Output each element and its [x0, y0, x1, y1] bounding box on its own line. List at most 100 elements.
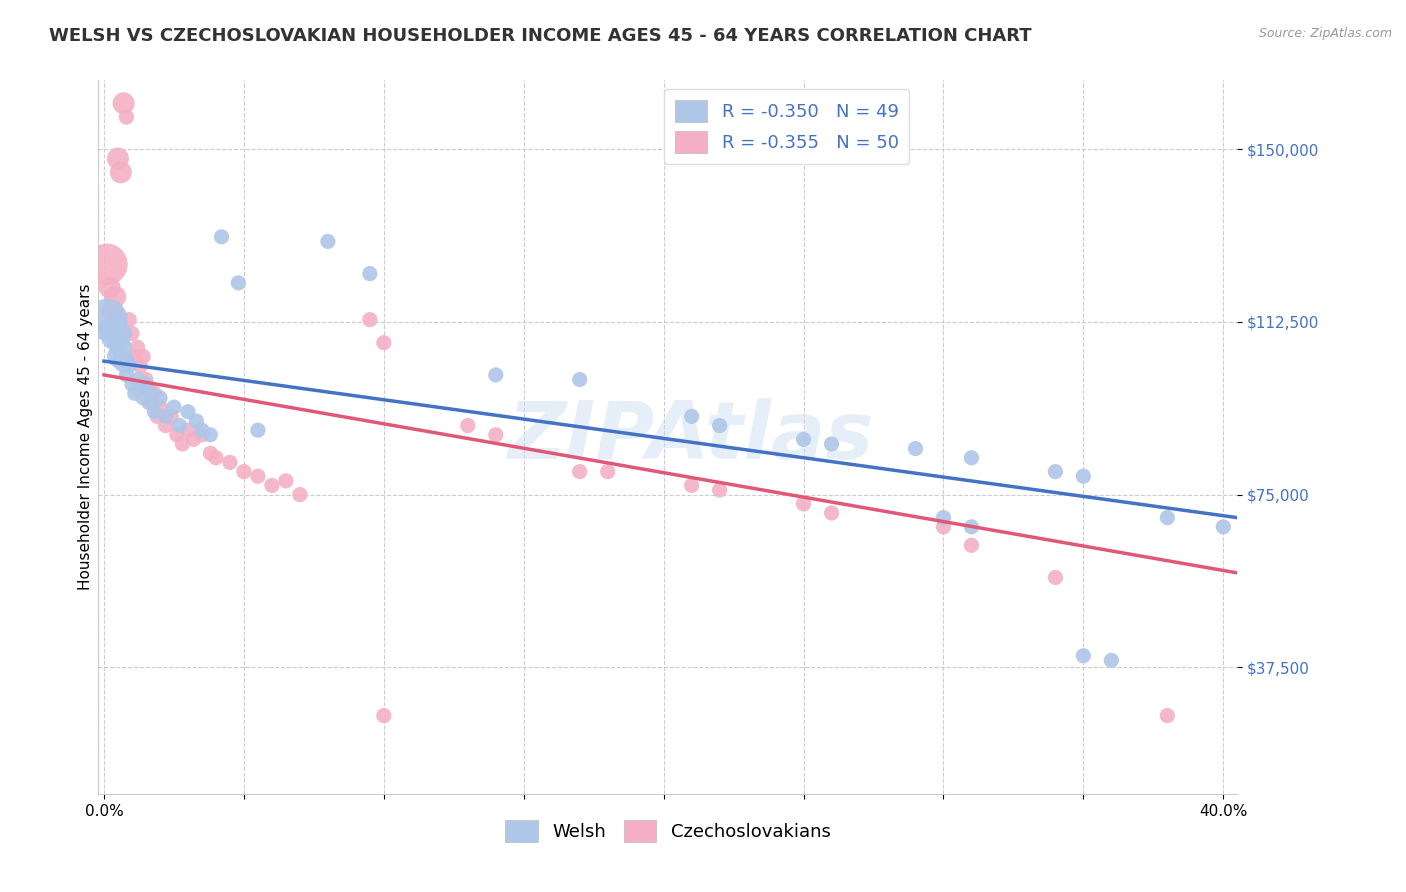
Point — [107, 152, 129, 166]
Point — [143, 405, 166, 419]
Point — [172, 437, 194, 451]
Point — [191, 423, 214, 437]
Point — [101, 331, 124, 345]
Legend: Welsh, Czechoslovakians: Welsh, Czechoslovakians — [498, 813, 838, 849]
Point — [96, 312, 118, 326]
Point — [1212, 520, 1234, 534]
Point — [359, 312, 381, 326]
Point — [1156, 510, 1178, 524]
Point — [485, 368, 508, 382]
Point — [219, 455, 242, 469]
Point — [121, 377, 143, 392]
Point — [568, 465, 591, 479]
Point — [211, 229, 233, 244]
Point — [960, 520, 983, 534]
Point — [205, 450, 228, 465]
Point — [121, 326, 143, 341]
Point — [904, 442, 927, 456]
Point — [1073, 469, 1095, 483]
Point — [141, 395, 163, 409]
Point — [373, 708, 395, 723]
Point — [191, 427, 214, 442]
Point — [960, 450, 983, 465]
Point — [820, 437, 842, 451]
Point — [228, 276, 250, 290]
Point — [1045, 465, 1067, 479]
Point — [138, 382, 160, 396]
Point — [110, 165, 132, 179]
Point — [104, 290, 127, 304]
Text: ZIPAtlas: ZIPAtlas — [508, 398, 873, 476]
Point — [118, 312, 141, 326]
Point — [681, 409, 703, 424]
Point — [163, 400, 186, 414]
Point — [155, 418, 177, 433]
Point — [127, 340, 149, 354]
Point — [709, 418, 731, 433]
Point — [1073, 648, 1095, 663]
Point — [138, 395, 160, 409]
Point — [124, 350, 146, 364]
Point — [155, 409, 177, 424]
Y-axis label: Householder Income Ages 45 - 64 years: Householder Income Ages 45 - 64 years — [77, 284, 93, 591]
Point — [316, 235, 339, 249]
Point — [246, 423, 269, 437]
Point — [246, 469, 269, 483]
Point — [115, 110, 138, 124]
Point — [183, 433, 205, 447]
Point — [127, 372, 149, 386]
Point — [143, 386, 166, 401]
Point — [101, 303, 124, 318]
Point — [135, 377, 157, 392]
Point — [793, 497, 815, 511]
Text: Source: ZipAtlas.com: Source: ZipAtlas.com — [1258, 27, 1392, 40]
Point — [359, 267, 381, 281]
Point — [232, 465, 254, 479]
Point — [107, 335, 129, 350]
Point — [274, 474, 297, 488]
Point — [112, 354, 135, 368]
Point — [129, 382, 152, 396]
Point — [260, 478, 283, 492]
Point — [709, 483, 731, 497]
Point — [1156, 708, 1178, 723]
Point — [169, 418, 191, 433]
Point — [373, 335, 395, 350]
Point — [146, 409, 169, 424]
Point — [132, 350, 155, 364]
Point — [186, 414, 208, 428]
Point — [596, 465, 619, 479]
Point — [820, 506, 842, 520]
Point — [135, 372, 157, 386]
Point — [568, 372, 591, 386]
Point — [98, 280, 121, 294]
Point — [1045, 570, 1067, 584]
Point — [112, 96, 135, 111]
Point — [177, 405, 200, 419]
Point — [288, 488, 311, 502]
Point — [793, 433, 815, 447]
Point — [115, 368, 138, 382]
Point — [107, 350, 129, 364]
Point — [177, 423, 200, 437]
Point — [166, 427, 188, 442]
Point — [960, 538, 983, 552]
Point — [141, 386, 163, 401]
Point — [200, 427, 222, 442]
Point — [932, 520, 955, 534]
Point — [200, 446, 222, 460]
Point — [932, 510, 955, 524]
Point — [160, 409, 183, 424]
Point — [110, 340, 132, 354]
Point — [149, 400, 172, 414]
Point — [96, 257, 118, 271]
Point — [129, 359, 152, 373]
Point — [132, 391, 155, 405]
Text: WELSH VS CZECHOSLOVAKIAN HOUSEHOLDER INCOME AGES 45 - 64 YEARS CORRELATION CHART: WELSH VS CZECHOSLOVAKIAN HOUSEHOLDER INC… — [49, 27, 1032, 45]
Point — [1099, 653, 1122, 667]
Point — [457, 418, 479, 433]
Point — [98, 322, 121, 336]
Point — [124, 386, 146, 401]
Point — [149, 391, 172, 405]
Point — [118, 359, 141, 373]
